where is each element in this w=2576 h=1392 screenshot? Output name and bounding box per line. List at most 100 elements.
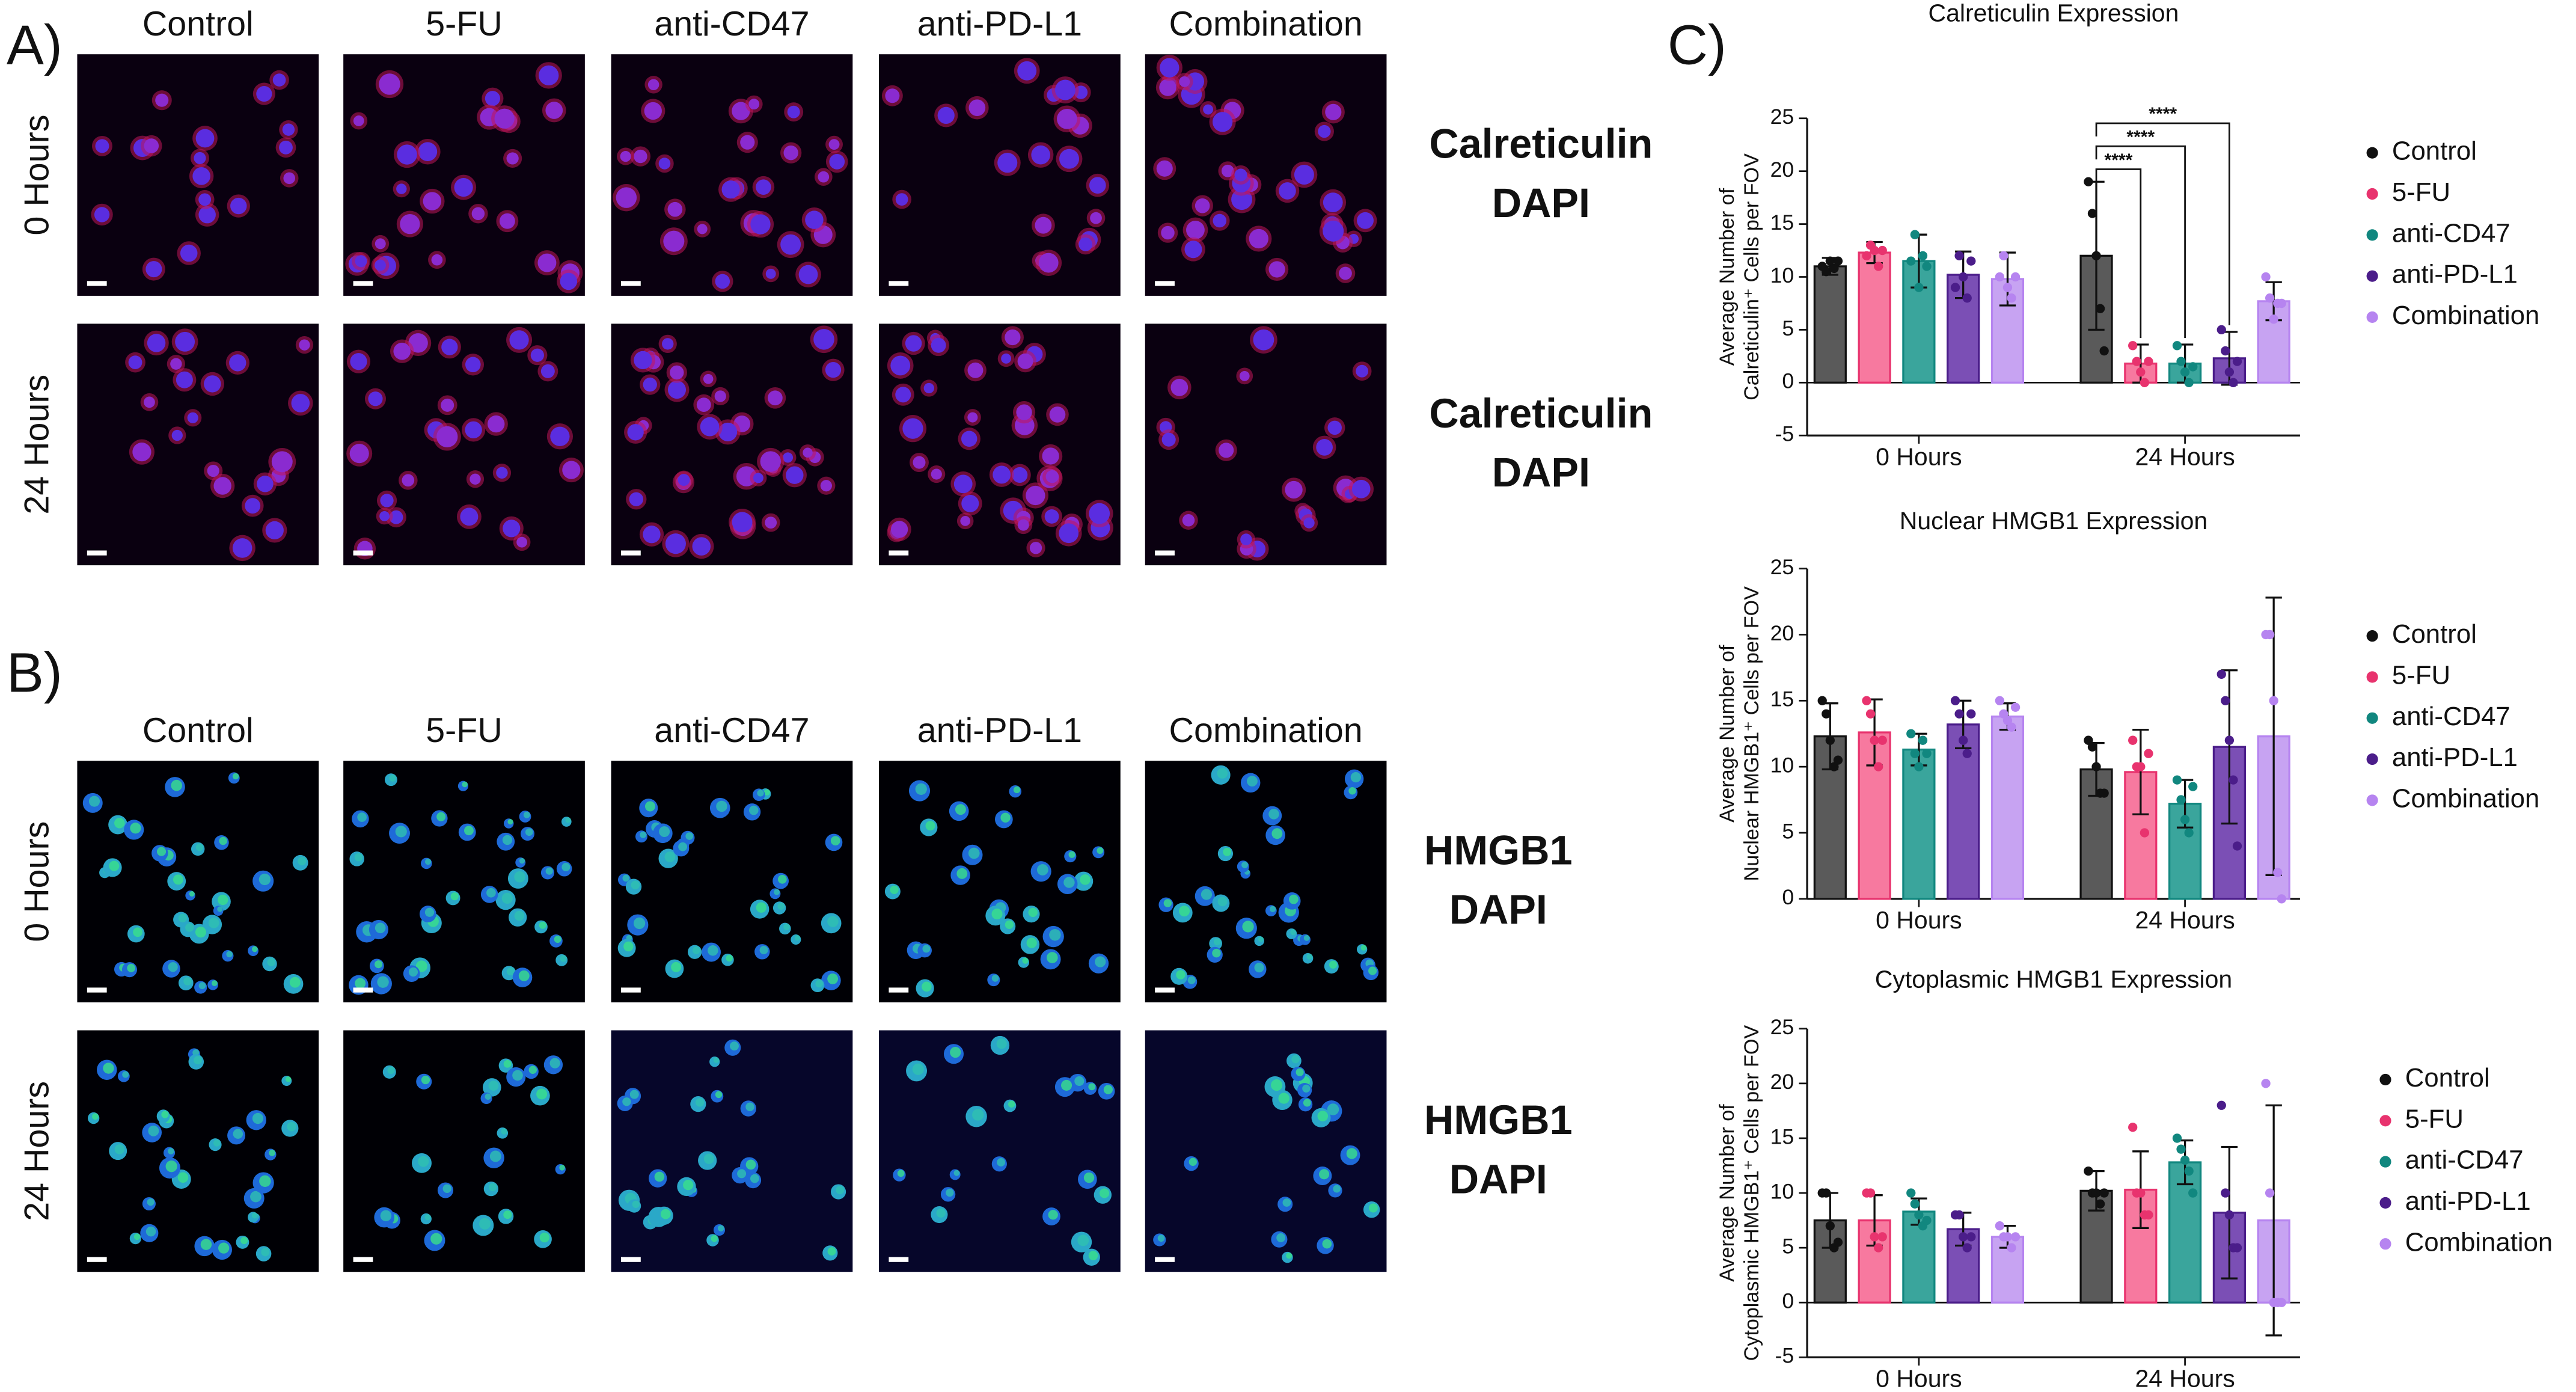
data-point <box>1906 729 1916 738</box>
cell-hmgb1 <box>168 1148 174 1154</box>
data-point <box>1906 256 1916 266</box>
cell-hmgb1 <box>408 967 418 977</box>
cell-nucleus <box>436 426 458 447</box>
cell-nucleus <box>487 415 505 433</box>
data-point <box>1825 735 1835 745</box>
cell-hmgb1 <box>1046 952 1058 963</box>
cell-hmgb1 <box>726 954 733 962</box>
column-header: anti-CD47 <box>654 5 809 43</box>
cell-hmgb1 <box>219 836 227 845</box>
cell-hmgb1 <box>950 1046 961 1058</box>
cell-hmgb1 <box>193 1056 203 1065</box>
data-point <box>2217 325 2226 335</box>
x-tick-label: 24 Hours <box>2135 906 2235 934</box>
scale-bar <box>620 1257 641 1262</box>
cell-hmgb1 <box>1271 1079 1283 1091</box>
data-point <box>1822 1188 1831 1198</box>
cell-hmgb1 <box>1360 945 1367 951</box>
cell-nucleus <box>1303 517 1315 529</box>
data-point <box>2224 1210 2235 1220</box>
data-point <box>2136 367 2146 377</box>
y-tick-label: 20 <box>1770 158 1794 182</box>
cell-hmgb1 <box>1296 1068 1304 1076</box>
y-tick-label: 5 <box>1782 316 1794 340</box>
cell-nucleus <box>634 149 647 164</box>
column-header: anti-PD-L1 <box>917 5 1082 43</box>
cell-hmgb1 <box>539 921 546 929</box>
cell-nucleus <box>207 464 219 477</box>
data-point <box>2232 1243 2242 1252</box>
cell-nucleus <box>496 467 508 479</box>
cell-hmgb1 <box>1187 976 1196 984</box>
cell-nucleus <box>155 93 169 107</box>
data-point <box>1833 1237 1843 1247</box>
scale-bar <box>889 550 909 556</box>
cell-hmgb1 <box>1306 954 1313 960</box>
row-label: 24 Hours <box>18 375 57 515</box>
cell-nucleus <box>1001 353 1012 364</box>
cell-hmgb1 <box>518 970 530 981</box>
cell-nucleus <box>176 371 193 388</box>
micrograph <box>343 761 585 1003</box>
data-point <box>1822 709 1831 719</box>
cell-hmgb1 <box>1286 1252 1293 1259</box>
legend-label: anti-PD-L1 <box>2392 743 2518 772</box>
cell-hmgb1 <box>251 1212 258 1219</box>
cell-nucleus <box>931 337 946 353</box>
cell-nucleus <box>1031 145 1050 165</box>
cell-nucleus <box>560 272 578 290</box>
cell-hmgb1 <box>654 1171 665 1182</box>
cell-hmgb1 <box>644 801 655 812</box>
data-point <box>1922 262 1932 271</box>
cell-nucleus <box>470 473 481 485</box>
cell-hmgb1 <box>252 1112 264 1124</box>
cell-hmgb1 <box>757 790 764 797</box>
cell-hmgb1 <box>1350 771 1362 783</box>
data-point <box>2265 293 2275 303</box>
cell-nucleus <box>662 338 674 350</box>
y-tick-label: 10 <box>1770 263 1794 287</box>
data-point <box>1825 1221 1835 1231</box>
data-point <box>2007 1243 2016 1252</box>
cell-hmgb1 <box>1217 897 1228 907</box>
stain-label: DAPI <box>1449 1156 1547 1202</box>
cell-hmgb1 <box>1080 874 1091 885</box>
chart-title: Cytoplasmic HMGB1 Expression <box>1875 965 2232 993</box>
cell-hmgb1 <box>756 902 767 913</box>
cell-hmgb1 <box>178 913 188 922</box>
cell-nucleus <box>1090 212 1102 224</box>
cell-nucleus <box>953 474 973 494</box>
data-point <box>2184 378 2194 387</box>
cell-nucleus <box>890 521 908 538</box>
data-point <box>2136 1188 2146 1198</box>
cell-hmgb1 <box>559 1165 565 1171</box>
cell-hmgb1 <box>147 1198 154 1206</box>
cell-hmgb1 <box>501 1128 507 1135</box>
data-point <box>2084 177 2093 186</box>
cell-nucleus <box>397 144 417 165</box>
cell-hmgb1 <box>827 1247 836 1256</box>
cell-hmgb1 <box>287 1121 296 1132</box>
cell-nucleus <box>616 187 637 208</box>
row-label: 0 Hours <box>18 821 57 942</box>
cell-hmgb1 <box>1319 1169 1330 1180</box>
cell-hmgb1 <box>783 924 790 931</box>
cell-hmgb1 <box>387 1067 395 1075</box>
cell-nucleus <box>820 480 832 492</box>
data-point <box>2221 346 2230 356</box>
cell-nucleus <box>431 254 443 266</box>
data-point <box>1959 735 1968 745</box>
cell-nucleus <box>539 65 559 85</box>
cell-hmgb1 <box>1329 960 1338 969</box>
cell-hmgb1 <box>103 1062 114 1074</box>
cell-nucleus <box>805 210 824 229</box>
micrograph <box>1145 323 1387 566</box>
cell-hmgb1 <box>357 812 367 822</box>
cell-nucleus <box>1045 470 1059 483</box>
cell-nucleus <box>715 274 730 289</box>
cell-hmgb1 <box>488 1183 497 1192</box>
bar <box>1858 251 1891 384</box>
cell-hmgb1 <box>623 941 634 952</box>
cell-nucleus <box>460 507 479 526</box>
cell-hmgb1 <box>1097 847 1104 854</box>
